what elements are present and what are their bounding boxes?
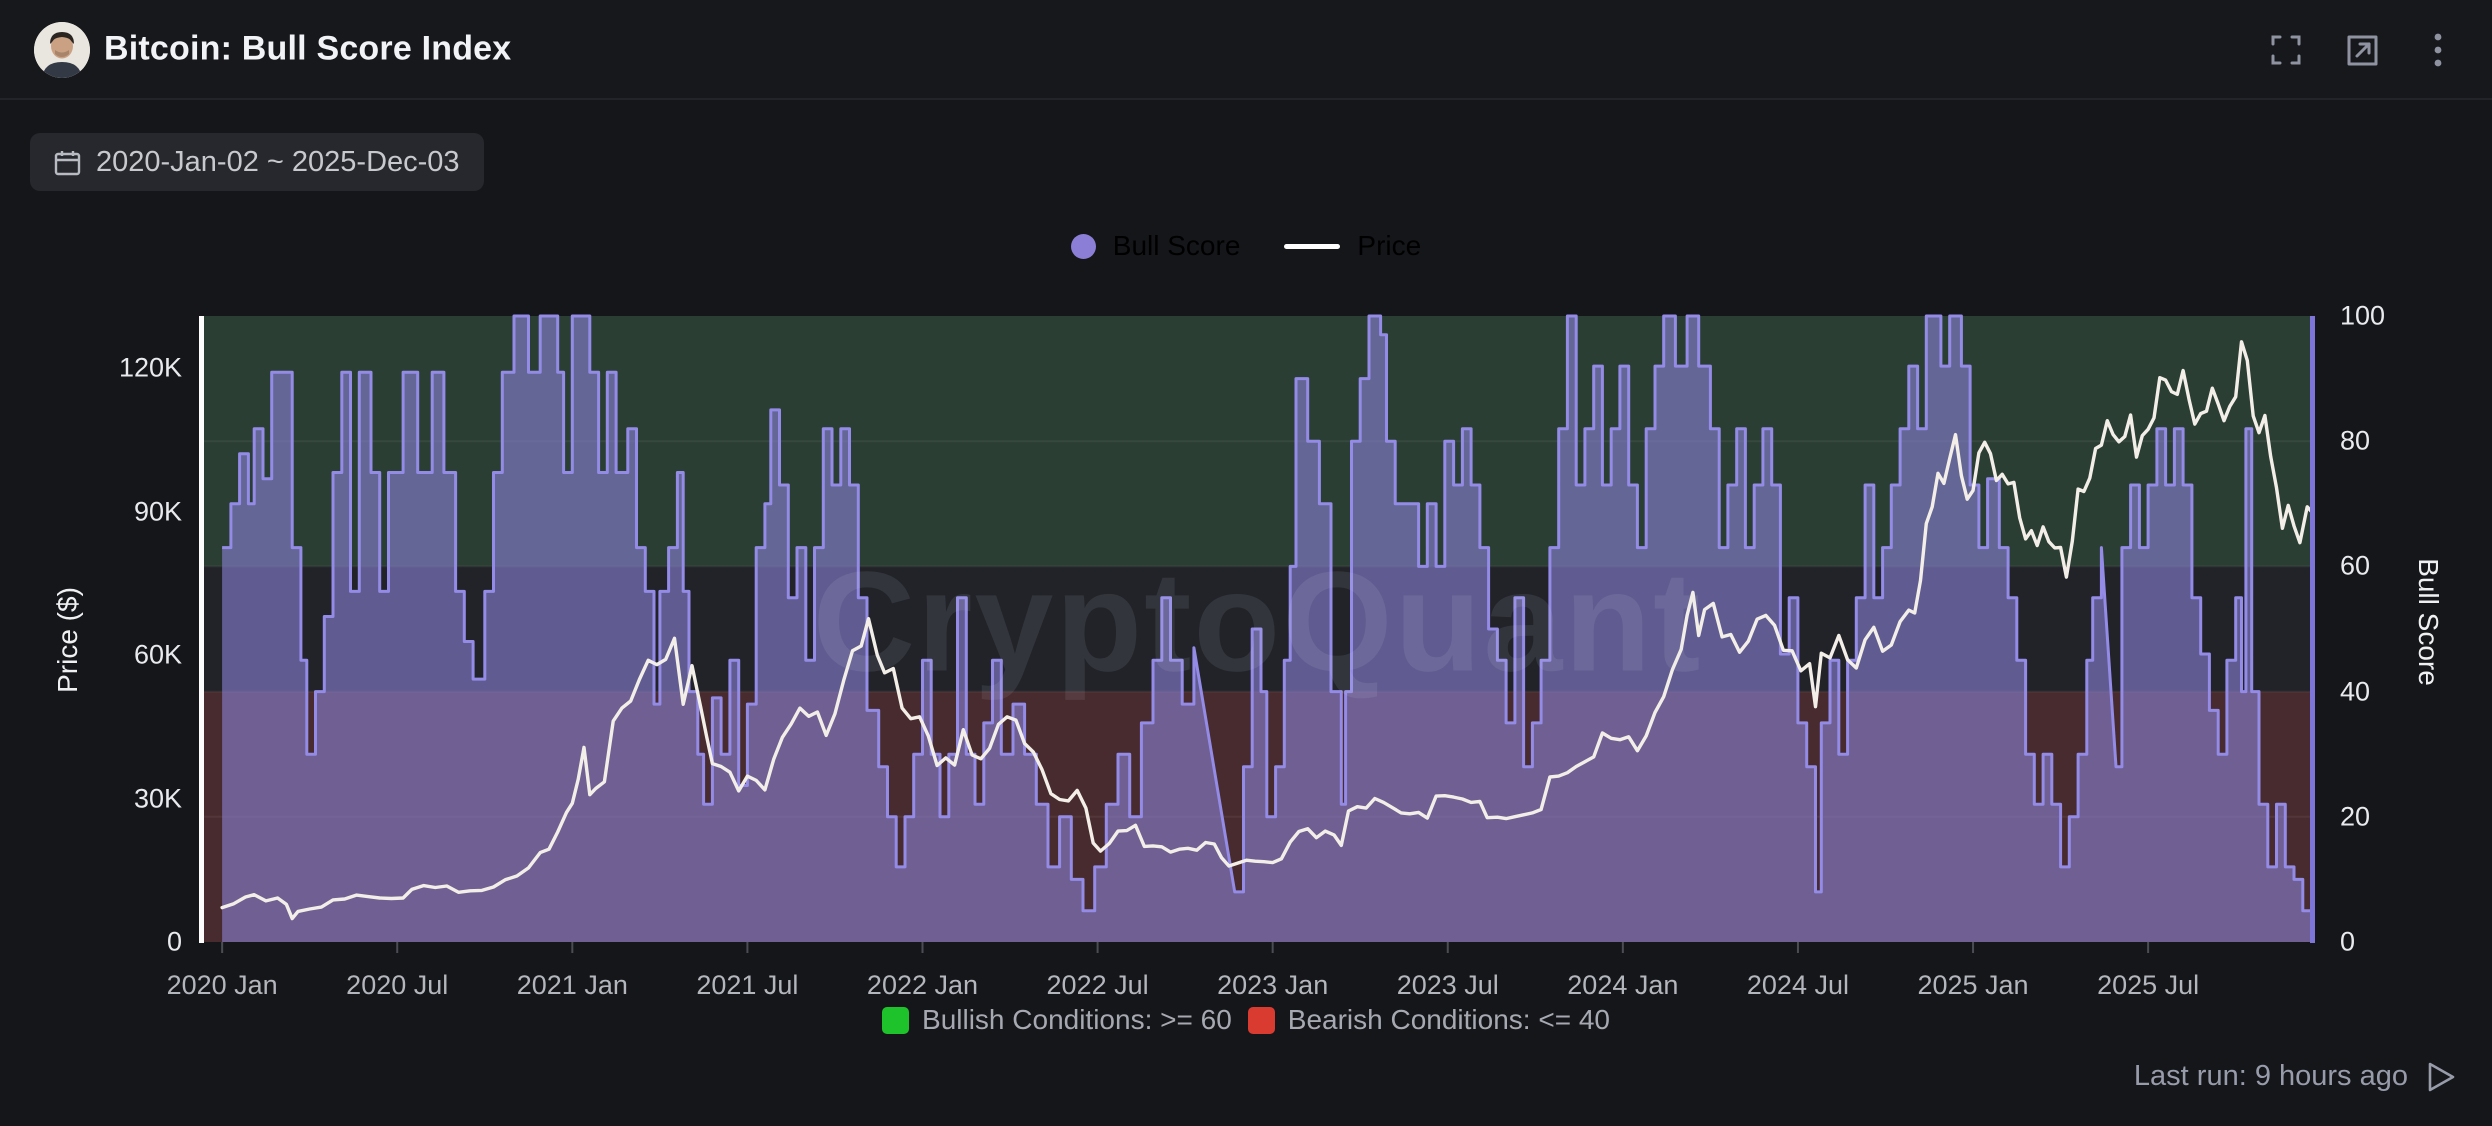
date-range-picker[interactable]: 2020-Jan-02 ~ 2025-Dec-03 <box>30 133 484 191</box>
x-tick-label: 2020 Jan <box>166 970 278 1000</box>
last-run-label: Last run: 9 hours ago <box>2133 1060 2408 1092</box>
score-tick-label: 40 <box>2340 676 2371 707</box>
price-tick-label: 30K <box>133 783 182 814</box>
score-axis-title: Bull Score <box>2413 558 2444 686</box>
external-link-icon[interactable] <box>2346 34 2378 66</box>
legend-bull-score[interactable]: Bull Score <box>1070 230 1241 262</box>
x-tick-label: 2021 Jan <box>516 970 628 1000</box>
bull-score-line <box>222 314 2313 930</box>
score-tick-label: 100 <box>2340 300 2386 331</box>
legend-price-label: Price <box>1357 230 1422 261</box>
price-tick-label: 60K <box>133 639 182 670</box>
fullscreen-icon[interactable] <box>2270 34 2302 66</box>
calendar-icon <box>54 150 81 175</box>
price-line <box>220 340 2314 921</box>
x-tick-label: 2025 Jul <box>2097 970 2200 1000</box>
bearish-conditions-label: Bearish Conditions: <= 40 <box>1287 1004 1610 1035</box>
x-tick-label: 2021 Jul <box>696 970 799 1000</box>
series-legend: Bull Score Price <box>0 230 2492 262</box>
x-tick-label: 2025 Jan <box>1917 970 2029 1000</box>
x-tick-label: 2020 Jul <box>346 970 449 1000</box>
x-tick-label: 2022 Jan <box>866 970 979 1000</box>
price-marker <box>1284 243 1341 249</box>
play-icon <box>2428 1062 2455 1091</box>
x-tick-label: 2023 Jan <box>1217 970 1329 1000</box>
legend-bull-score-label: Bull Score <box>1112 230 1241 261</box>
score-tick-label: 60 <box>2340 550 2371 581</box>
plot-svg[interactable] <box>202 314 2314 956</box>
header-bar: Bitcoin: Bull Score Index <box>0 0 2492 100</box>
page-title: Bitcoin: Bull Score Index <box>104 29 512 68</box>
bearish-swatch <box>1247 1006 1275 1034</box>
score-axis-line <box>2310 316 2315 943</box>
price-tick-label: 0 <box>166 926 182 957</box>
bearish-conditions: Bearish Conditions: <= 40 <box>1247 1004 1610 1036</box>
score-tick-label: 0 <box>2340 926 2356 957</box>
bullish-conditions-label: Bullish Conditions: >= 60 <box>922 1004 1232 1035</box>
bullish-conditions: Bullish Conditions: >= 60 <box>882 1004 1232 1036</box>
score-tick-label: 80 <box>2340 425 2371 456</box>
avatar[interactable] <box>34 22 90 78</box>
kebab-menu-icon[interactable] <box>2422 33 2454 67</box>
x-tick-label: 2024 Jul <box>1746 970 1849 1000</box>
price-tick-label: 120K <box>118 352 182 383</box>
x-tick-label: 2022 Jul <box>1046 970 1149 1000</box>
last-run-button[interactable]: Last run: 9 hours ago <box>2134 1060 2456 1093</box>
x-tick-label: 2024 Jan <box>1567 970 1679 1000</box>
score-tick-label: 20 <box>2340 801 2371 832</box>
date-range-label: 2020-Jan-02 ~ 2025-Dec-03 <box>96 145 460 178</box>
bullish-swatch <box>882 1006 910 1034</box>
legend-price[interactable]: Price <box>1284 230 1421 262</box>
x-tick-label: 2023 Jul <box>1396 970 1499 1000</box>
conditions-legend: Bullish Conditions: >= 60 Bearish Condit… <box>0 1004 2492 1036</box>
price-axis-line <box>199 316 204 943</box>
bull-score-marker <box>1070 233 1096 259</box>
price-tick-label: 90K <box>133 496 182 527</box>
avatar-photo <box>34 22 90 78</box>
chart-plot-area[interactable]: CryptoQuant <box>202 314 2314 953</box>
